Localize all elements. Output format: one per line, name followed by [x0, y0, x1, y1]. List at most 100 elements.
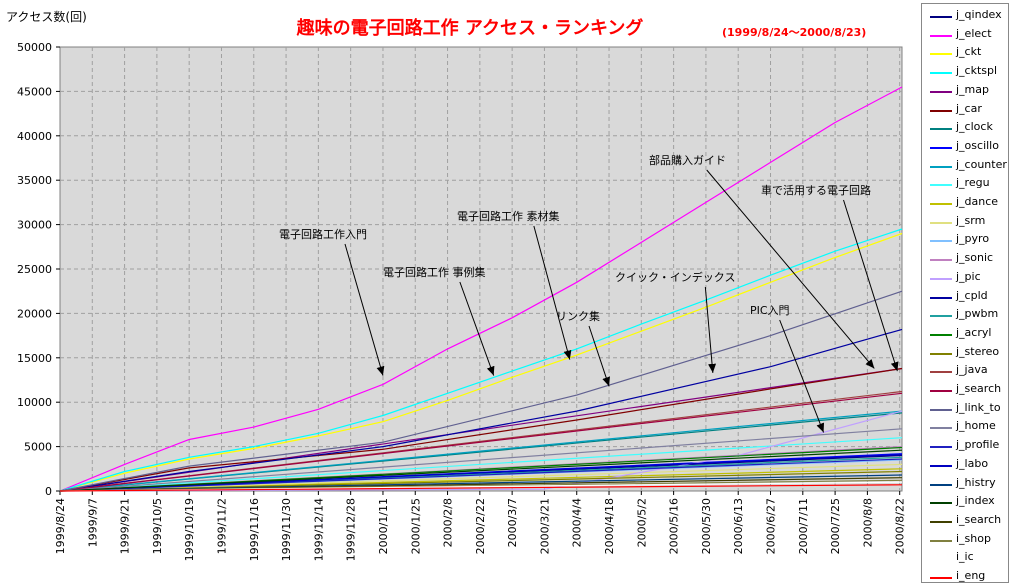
legend-label: j_elect: [956, 26, 992, 40]
legend-item-j_sonic: j_sonic: [926, 250, 1008, 268]
legend-swatch: [930, 165, 952, 168]
x-tick-label: 2000/4/18: [603, 498, 616, 554]
legend: j_qindex j_elect j_ckt j_cktspl j_map j_car j_…: [921, 3, 1009, 583]
legend-label: j_sonic: [956, 251, 994, 265]
legend-item-j_pyro: j_pyro: [926, 231, 1008, 249]
legend-item-j_cpld: j_cpld: [926, 288, 1008, 306]
legend-label: j_map: [956, 82, 989, 96]
series-lines: [59, 86, 903, 492]
y-tick-label: 30000: [17, 219, 52, 232]
annotation-arrow: [533, 225, 572, 360]
legend-swatch: [930, 408, 952, 411]
x-tick-label: 2000/5/30: [700, 498, 713, 554]
legend-swatch: [930, 90, 952, 93]
legend-label: j_counter: [956, 157, 1007, 171]
y-tick-label: 10000: [17, 396, 52, 409]
legend-item-j_cktspl: j_cktspl: [926, 63, 1008, 81]
legend-label: j_profile: [956, 438, 1000, 452]
series-line-j_home: [59, 428, 903, 492]
x-tick-label: 2000/2/8: [442, 498, 455, 547]
x-tick-label: 1999/9/21: [119, 498, 132, 554]
series-line-j_regu: [59, 437, 903, 492]
annotation-label: 車で活用する電子回路: [761, 183, 871, 197]
y-tick-label: 50000: [17, 41, 52, 54]
annotation-arrow: [706, 169, 875, 369]
legend-swatch: [930, 371, 952, 374]
legend-item-j_histry: j_histry: [926, 475, 1008, 493]
legend-label: j_pwbm: [956, 307, 999, 321]
legend-swatch: [930, 352, 952, 355]
series-line-i_eng: [59, 484, 903, 492]
series-line-j_ckt: [59, 232, 903, 492]
legend-swatch: [930, 390, 952, 392]
legend-label: j_cktspl: [956, 64, 998, 78]
legend-item-j_link_to: j_link_to: [926, 400, 1008, 418]
legend-swatch: [930, 16, 952, 18]
x-tick-label: 2000/6/13: [732, 498, 745, 554]
x-tick-label: 1999/11/30: [280, 498, 293, 561]
legend-label: j_car: [956, 101, 982, 115]
legend-label: j_qindex: [956, 8, 1002, 21]
series-line-j_srm: [59, 463, 903, 492]
series-line-j_search: [59, 392, 903, 492]
y-axis-ticks: 0 5000 10000 15000 20000 25000 30000 35000 40000…: [17, 41, 60, 498]
legend-swatch: [930, 577, 952, 579]
legend-item-i_shop: i_shop: [926, 531, 1008, 549]
legend-swatch: [930, 240, 952, 243]
y-tick-label: 35000: [17, 174, 52, 187]
series-line-j_cpld: [59, 328, 903, 492]
annotation-label: 電子回路工作 事例集: [383, 265, 486, 279]
x-tick-label: 2000/5/2: [635, 498, 648, 547]
x-tick-label: 1999/10/5: [151, 498, 164, 554]
series-line-j_pic: [59, 410, 903, 492]
legend-label: i_shop: [956, 531, 991, 545]
line-chart: 0 5000 10000 15000 20000 25000 30000 35000 40000…: [6, 9, 907, 561]
legend-swatch: [930, 128, 952, 131]
legend-item-j_counter: j_counter: [926, 157, 1008, 175]
x-tick-label: 2000/3/21: [538, 498, 551, 554]
x-tick-label: 2000/3/7: [506, 498, 519, 547]
annotation-arrow: [704, 286, 717, 373]
annotation-label: 部品購入ガイド: [649, 153, 726, 167]
legend-label: j_java: [956, 363, 988, 377]
legend-label: j_cpld: [956, 288, 988, 302]
legend-label: j_ckt: [956, 45, 982, 59]
legend-item-i_ic: i_ic: [926, 549, 1008, 567]
x-tick-label: 2000/1/25: [409, 498, 422, 554]
legend-item-j_java: j_java: [926, 362, 1008, 380]
y-tick-label: 20000: [17, 307, 52, 320]
y-tick-label: 15000: [17, 352, 52, 365]
legend-label: j_acryl: [956, 325, 992, 339]
legend-item-i_eng: i_eng: [926, 568, 1008, 586]
legend-swatch: [930, 464, 952, 467]
legend-swatch: [930, 558, 952, 561]
legend-item-j_profile: j_profile: [926, 437, 1008, 455]
x-tick-label: 1999/9/7: [86, 498, 99, 547]
legend-label: j_dance: [956, 195, 999, 208]
legend-label: j_home: [956, 419, 996, 433]
legend-swatch: [930, 539, 952, 542]
legend-label: j_labo: [956, 456, 989, 470]
legend-swatch: [930, 502, 952, 505]
x-tick-label: 2000/6/27: [765, 498, 778, 554]
legend-item-j_pwbm: j_pwbm: [926, 306, 1008, 324]
series-line-j_profile: [59, 458, 903, 492]
legend-swatch: [930, 520, 952, 523]
legend-label: j_stereo: [956, 344, 1000, 358]
annotation-arrow: [459, 281, 495, 376]
legend-item-j_index: j_index: [926, 493, 1008, 511]
series-line-j_index: [59, 449, 903, 492]
x-axis-ticks: 1999/8/24 1999/9/7 1999/9/21 1999/10/5 1999/…: [54, 491, 907, 561]
legend-label: j_link_to: [956, 400, 1001, 414]
series-line-j_link_to: [59, 290, 903, 492]
legend-swatch: [930, 53, 952, 56]
x-tick-label: 2000/7/25: [829, 498, 842, 554]
annotation-arrow: [588, 325, 610, 387]
annotation-label: 電子回路工作入門: [279, 228, 367, 241]
legend-item-j_ckt: j_ckt: [926, 44, 1008, 62]
x-tick-label: 2000/2/22: [474, 498, 487, 554]
x-tick-label: 2000/8/8: [861, 498, 874, 547]
legend-item-j_clock: j_clock: [926, 119, 1008, 137]
x-tick-label: 2000/8/22: [894, 498, 907, 554]
legend-label: j_histry: [956, 475, 996, 489]
